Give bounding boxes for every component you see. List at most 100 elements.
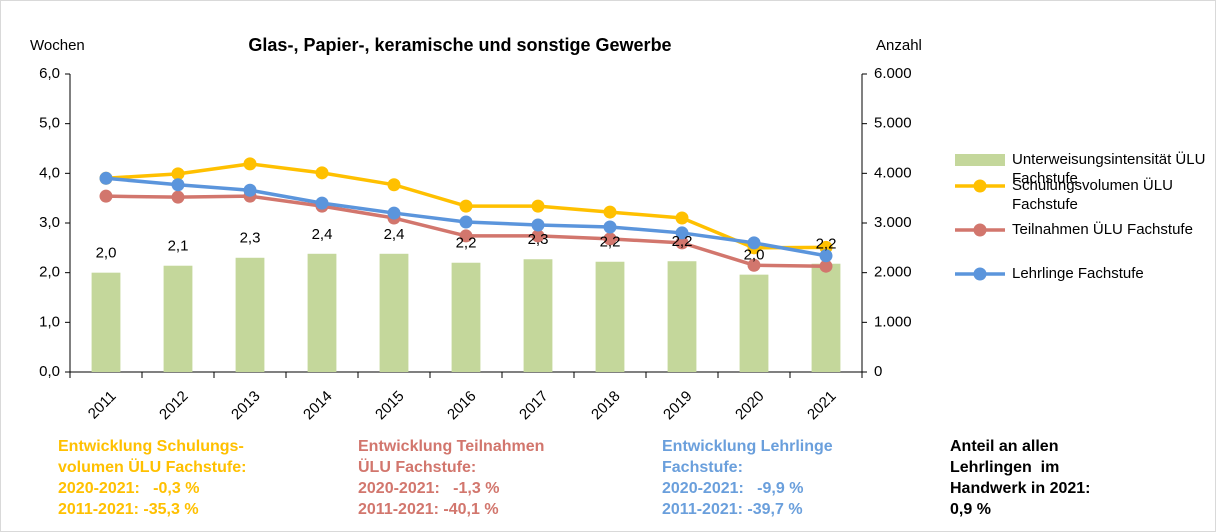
legend-swatch <box>973 267 987 281</box>
legend-swatch <box>955 154 1005 166</box>
y-tick-label: 1,0 <box>39 313 60 330</box>
y-tick-label: 5,0 <box>39 115 60 132</box>
y-tick-label: 4,0 <box>39 164 60 181</box>
data-label: 2,1 <box>168 238 189 255</box>
marker <box>243 183 257 197</box>
y2-axis-label: Anzahl <box>876 37 922 54</box>
annotation: Entwicklung Schulungs-volumen ÜLU Fachst… <box>58 436 246 520</box>
data-label: 2,2 <box>600 234 621 251</box>
annotation: Anteil an allen Lehrlingen im Handwerk in … <box>950 436 1091 520</box>
bar <box>163 265 193 372</box>
marker <box>747 236 761 250</box>
legend-label: Schulungsvolumen ÜLU Fachstufe <box>1012 177 1173 213</box>
annotation-line: ÜLU Fachstufe: <box>358 459 477 476</box>
marker <box>603 232 617 246</box>
annotation-line: Entwicklung Schulungs- <box>58 438 244 455</box>
marker <box>747 258 761 272</box>
annotation-line: Entwicklung Lehrlinge <box>662 438 833 455</box>
bar <box>523 259 553 372</box>
marker <box>459 199 473 213</box>
marker <box>315 196 329 210</box>
marker <box>675 236 689 250</box>
data-label: 2,4 <box>384 226 405 243</box>
annotation-line: 2020-2021: -9,9 % <box>662 480 804 497</box>
data-label: 2,4 <box>312 226 333 243</box>
chart-title: Glas-, Papier-, keramische und sonstige … <box>248 35 671 55</box>
data-label: 2,0 <box>96 245 117 262</box>
marker <box>531 218 545 232</box>
annotation-line: 0,9 % <box>950 501 991 518</box>
y2-tick-label: 5.000 <box>874 115 912 132</box>
data-label: 2,3 <box>528 231 549 248</box>
x-tick-label: 2019 <box>660 388 696 424</box>
y2-tick-label: 4.000 <box>874 164 912 181</box>
x-tick-label: 2014 <box>300 388 336 424</box>
marker <box>459 215 473 229</box>
annotation-line: 2011-2021: -35,3 % <box>58 501 199 518</box>
x-tick-label: 2018 <box>588 388 624 424</box>
x-tick-label: 2015 <box>372 388 408 424</box>
marker <box>531 199 545 213</box>
bar <box>595 261 625 372</box>
x-tick-label: 2012 <box>156 388 192 424</box>
bar <box>451 262 481 372</box>
y-tick-label: 6,0 <box>39 65 60 82</box>
marker <box>603 220 617 234</box>
legend-swatch <box>973 223 987 237</box>
bar <box>307 253 337 372</box>
annotation-line: Fachstufe: <box>662 459 743 476</box>
data-label: 2,2 <box>672 233 693 250</box>
marker <box>459 229 473 243</box>
marker <box>315 166 329 180</box>
annotation-line: 2011-2021: -40,1 % <box>358 501 499 518</box>
y2-tick-label: 0 <box>874 363 882 380</box>
annotation: Entwicklung Teilnahmen ÜLU Fachstufe: 2020… <box>358 436 544 520</box>
bar <box>811 263 841 372</box>
annotation-line: 2020-2021: -1,3 % <box>358 480 500 497</box>
marker <box>819 249 833 263</box>
annotation: Entwicklung Lehrlinge Fachstufe: 2020-2021… <box>662 436 833 520</box>
data-label: 2,3 <box>240 230 261 247</box>
y-axis-label: Wochen <box>30 37 85 54</box>
bar <box>739 274 769 372</box>
x-tick-label: 2011 <box>85 388 120 423</box>
legend-label: Teilnahmen ÜLU Fachstufe <box>1012 221 1193 238</box>
y-tick-label: 3,0 <box>39 214 60 231</box>
marker <box>531 229 545 243</box>
annotation-line: Lehrlingen im <box>950 459 1060 476</box>
annotation-line: Anteil an allen <box>950 438 1059 455</box>
annotation-line: Entwicklung Teilnahmen <box>358 438 545 455</box>
data-label: 2,2 <box>816 236 837 253</box>
marker <box>387 178 401 192</box>
x-tick-label: 2021 <box>804 388 840 424</box>
marker <box>819 259 833 273</box>
legend-label: Lehrlinge Fachstufe <box>1012 265 1144 282</box>
annotation-line: 2020-2021: -0,3 % <box>58 480 200 497</box>
bar <box>235 257 265 372</box>
bar <box>667 261 697 372</box>
annotation-line: Handwerk in 2021: <box>950 480 1091 497</box>
annotation-line: volumen ÜLU Fachstufe: <box>58 459 247 476</box>
x-tick-label: 2016 <box>444 388 480 424</box>
annotation-line: 2011-2021: -39,7 % <box>662 501 803 518</box>
y2-tick-label: 6.000 <box>874 65 912 82</box>
y2-tick-label: 3.000 <box>874 214 912 231</box>
legend-label: Unterweisungsintensität ÜLU Fachstufe <box>1012 151 1206 187</box>
marker <box>387 206 401 220</box>
y-tick-label: 0,0 <box>39 363 60 380</box>
marker <box>99 189 113 203</box>
bar <box>379 253 409 372</box>
data-label: 2,2 <box>456 235 477 252</box>
marker <box>171 178 185 192</box>
y-tick-label: 2,0 <box>39 264 60 281</box>
marker <box>171 190 185 204</box>
marker <box>675 226 689 240</box>
y2-tick-label: 1.000 <box>874 313 912 330</box>
marker <box>171 167 185 181</box>
x-tick-label: 2020 <box>732 388 768 424</box>
marker <box>603 205 617 219</box>
bar <box>91 272 121 372</box>
marker <box>99 171 113 185</box>
